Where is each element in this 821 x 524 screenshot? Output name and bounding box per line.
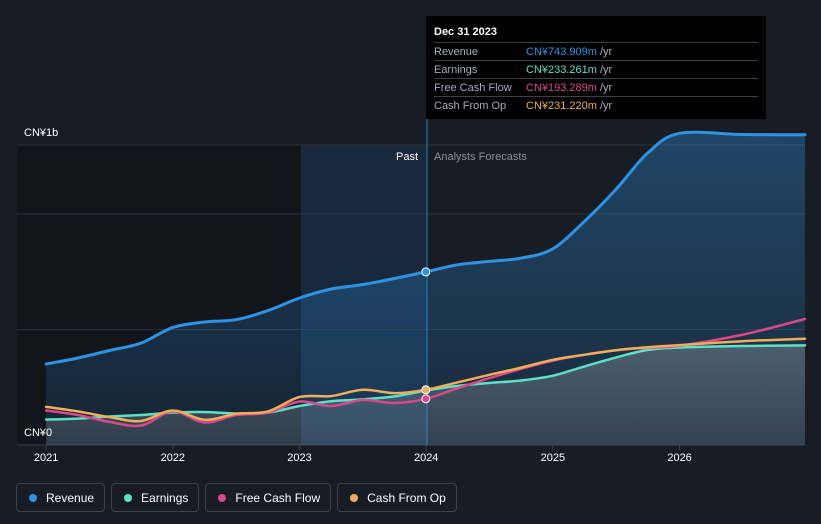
cash-from-op-line [44, 337, 807, 423]
revenue-marker [421, 267, 431, 277]
chart-legend: Revenue Earnings Free Cash Flow Cash Fro… [16, 483, 457, 512]
data-tooltip: Dec 31 2023 Revenue CN¥743.909m /yr Earn… [426, 16, 766, 119]
tooltip-revenue-value: CN¥743.909m [526, 46, 597, 58]
tooltip-fcf-unit: /yr [599, 82, 613, 94]
tooltip-cfo-label: Cash From Op [434, 100, 507, 112]
legend-dot-icon [29, 493, 37, 502]
legend-dot-icon [218, 493, 227, 502]
tooltip-fcf-label: Free Cash Flow [434, 82, 512, 94]
x-tick-label: 2023 [287, 452, 311, 464]
x-tick-label: 2022 [161, 452, 185, 464]
legend-item-revenue[interactable]: Revenue [16, 483, 106, 512]
highlight-markers [421, 267, 431, 404]
legend-label-cash-from-op: Cash From Op [367, 490, 446, 505]
tooltip-earnings-unit: /yr [599, 64, 613, 76]
tooltip-earnings-value: CN¥233.261m [526, 64, 597, 76]
tooltip-cfo-value: CN¥231.220m [526, 100, 597, 112]
tooltip-revenue-label: Revenue [434, 46, 479, 58]
y-axis-bottom-label: CN¥0 [24, 427, 52, 439]
x-tick-label: 2024 [414, 452, 438, 464]
cash-from-op-marker [421, 385, 431, 395]
legend-item-free-cash-flow[interactable]: Free Cash Flow [205, 483, 332, 512]
tooltip-date: Dec 31 2023 [434, 24, 758, 43]
x-tick-label: 2025 [541, 452, 565, 464]
series-lines [44, 130, 807, 428]
free-cash-flow-marker [421, 394, 431, 404]
legend-label-revenue: Revenue [46, 490, 95, 505]
revenue-line [44, 130, 807, 366]
legend-item-earnings[interactable]: Earnings [111, 483, 200, 512]
tooltip-fcf-value: CN¥193.289m [526, 82, 597, 94]
tooltip-row-earnings: Earnings CN¥233.261m /yr [434, 62, 758, 79]
past-label: Past [396, 151, 418, 163]
tooltip-row-cash-from-op: Cash From Op CN¥231.220m /yr [434, 98, 758, 114]
legend-dot-icon [124, 493, 133, 502]
legend-item-cash-from-op[interactable]: Cash From Op [337, 483, 457, 512]
tooltip-earnings-label: Earnings [434, 64, 478, 76]
legend-dot-icon [350, 493, 359, 502]
tooltip-row-free-cash-flow: Free Cash Flow CN¥193.289m /yr [434, 80, 758, 97]
x-axis-ticks: 2021 2022 2023 2024 2025 2026 [34, 445, 692, 464]
tooltip-cfo-unit: /yr [599, 100, 613, 112]
tooltip-revenue-unit: /yr [599, 46, 613, 58]
x-tick-label: 2026 [667, 452, 691, 464]
legend-label-earnings: Earnings [141, 490, 189, 505]
legend-label-free-cash-flow: Free Cash Flow [235, 490, 321, 505]
tooltip-row-revenue: Revenue CN¥743.909m /yr [434, 44, 758, 61]
analysts-forecasts-label: Analysts Forecasts [434, 151, 527, 163]
y-axis-top-label: CN¥1b [24, 127, 58, 139]
x-tick-label: 2021 [34, 452, 58, 464]
